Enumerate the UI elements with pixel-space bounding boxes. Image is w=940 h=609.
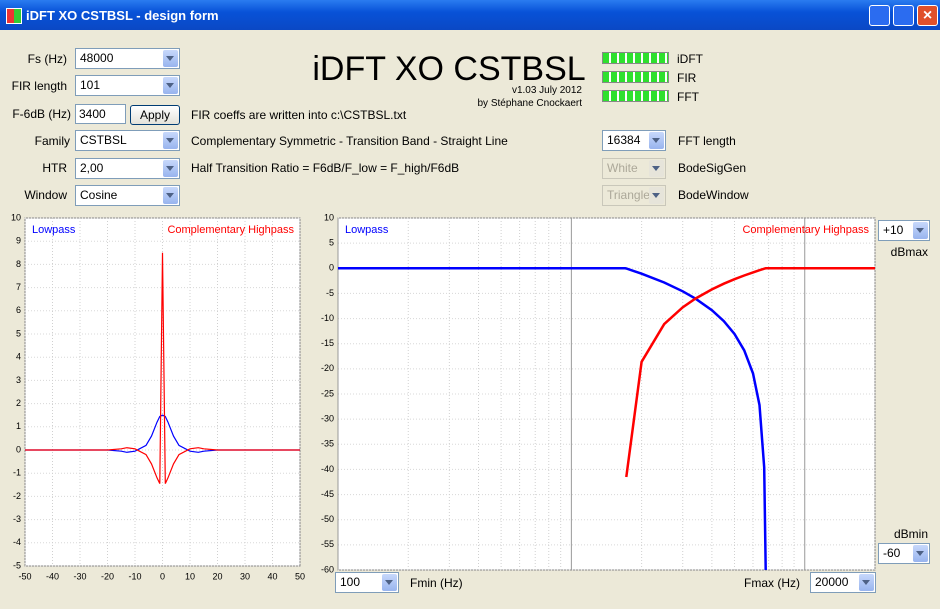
- y-tick-label: -5: [326, 288, 334, 298]
- title-bar: iDFT XO CSTBSL - design form ×: [0, 0, 940, 30]
- y-tick-label: -15: [321, 338, 334, 348]
- window-title: iDFT XO CSTBSL - design form: [26, 8, 219, 23]
- x-tick-label: -40: [46, 571, 59, 581]
- x-tick-label: 0: [160, 571, 165, 581]
- apply-button[interactable]: Apply: [130, 105, 180, 125]
- y-tick-label: 6: [16, 305, 21, 315]
- dropdown[interactable]: 100: [335, 572, 399, 593]
- y-tick-label: -60: [321, 564, 334, 574]
- y-tick-label: 5: [16, 328, 21, 338]
- y-tick-label: 3: [16, 375, 21, 385]
- x-tick-label: -30: [73, 571, 86, 581]
- label: Fs (Hz): [27, 52, 67, 66]
- status-label: FFT: [677, 90, 699, 104]
- y-tick-label: -10: [321, 313, 334, 323]
- label: F-6dB (Hz): [12, 107, 71, 121]
- label: Fmax (Hz): [744, 576, 800, 590]
- text-input[interactable]: 3400: [75, 104, 126, 124]
- series-line: [25, 414, 300, 453]
- y-tick-label: -2: [13, 491, 21, 501]
- status-led: [602, 52, 669, 64]
- status-label: iDFT: [677, 52, 703, 66]
- dropdown[interactable]: -60: [878, 543, 930, 564]
- y-tick-label: -20: [321, 363, 334, 373]
- note: Complementary Symmetric - Transition Ban…: [191, 134, 508, 148]
- legend-entry: Lowpass: [32, 224, 76, 236]
- y-tick-label: 0: [329, 263, 334, 273]
- y-tick-label: 5: [329, 238, 334, 248]
- y-tick-label: 10: [324, 212, 334, 222]
- maximize-button[interactable]: [893, 5, 914, 26]
- dropdown: White: [602, 158, 666, 179]
- label: Window: [24, 188, 67, 202]
- y-tick-label: 1: [16, 421, 21, 431]
- dropdown[interactable]: 48000: [75, 48, 180, 69]
- dropdown[interactable]: +10: [878, 220, 930, 241]
- legend-entry: Complementary Highpass: [742, 224, 869, 236]
- y-tick-label: -30: [321, 414, 334, 424]
- y-tick-label: 7: [16, 282, 21, 292]
- dropdown[interactable]: 2,00: [75, 158, 180, 179]
- x-tick-label: 10: [185, 571, 195, 581]
- y-tick-label: -55: [321, 539, 334, 549]
- app-heading: iDFT XO CSTBSL: [312, 50, 586, 88]
- x-tick-label: -50: [18, 571, 31, 581]
- y-tick-label: 2: [16, 398, 21, 408]
- status-led: [602, 90, 669, 102]
- y-tick-label: 8: [16, 259, 21, 269]
- dropdown[interactable]: Cosine: [75, 185, 180, 206]
- y-tick-label: -50: [321, 514, 334, 524]
- series-line: [25, 252, 300, 484]
- x-tick-label: 40: [267, 571, 277, 581]
- label: FFT length: [678, 134, 736, 148]
- dropdown[interactable]: CSTBSL: [75, 130, 180, 151]
- label: Fmin (Hz): [410, 576, 463, 590]
- x-tick-label: 50: [295, 571, 305, 581]
- note: Half Transition Ratio = F6dB/F_low = F_h…: [191, 161, 460, 175]
- y-tick-label: -1: [13, 468, 21, 478]
- y-tick-label: -4: [13, 537, 21, 547]
- series-line: [625, 267, 875, 478]
- x-tick-label: -20: [101, 571, 114, 581]
- y-tick-label: 0: [16, 444, 21, 454]
- label: dBmin: [893, 527, 928, 541]
- app-icon: [6, 8, 22, 24]
- y-tick-label: 9: [16, 236, 21, 246]
- label: HTR: [42, 161, 67, 175]
- y-tick-label: -40: [321, 464, 334, 474]
- note: FIR coeffs are written into c:\CSTBSL.tx…: [191, 108, 407, 122]
- y-tick-label: -5: [13, 560, 21, 570]
- dropdown: Triangle: [602, 185, 666, 206]
- legend-entry: Complementary Highpass: [167, 224, 294, 236]
- y-tick-label: -45: [321, 489, 334, 499]
- legend-entry: Lowpass: [345, 224, 389, 236]
- y-tick-label: -3: [13, 514, 21, 524]
- dropdown[interactable]: 16384: [602, 130, 666, 151]
- x-tick-label: 30: [240, 571, 250, 581]
- y-tick-label: 10: [11, 212, 21, 222]
- y-tick-label: -25: [321, 388, 334, 398]
- x-tick-label: -10: [128, 571, 141, 581]
- status-led: [602, 71, 669, 83]
- label: dBmax: [890, 245, 928, 259]
- author: by Stéphane Cnockaert: [477, 98, 582, 109]
- dropdown[interactable]: 20000: [810, 572, 876, 593]
- label: BodeSigGen: [678, 161, 747, 175]
- x-tick-label: 20: [212, 571, 222, 581]
- status-label: FIR: [677, 71, 697, 85]
- minimize-button[interactable]: [869, 5, 890, 26]
- version: v1.03 July 2012: [511, 85, 582, 96]
- close-button[interactable]: ×: [917, 5, 938, 26]
- label: Family: [34, 134, 70, 148]
- label: BodeWindow: [678, 188, 749, 202]
- label: FIR length: [11, 79, 67, 93]
- dropdown[interactable]: 101: [75, 75, 180, 96]
- y-tick-label: 4: [16, 352, 21, 362]
- series-line: [338, 267, 767, 571]
- y-tick-label: -35: [321, 439, 334, 449]
